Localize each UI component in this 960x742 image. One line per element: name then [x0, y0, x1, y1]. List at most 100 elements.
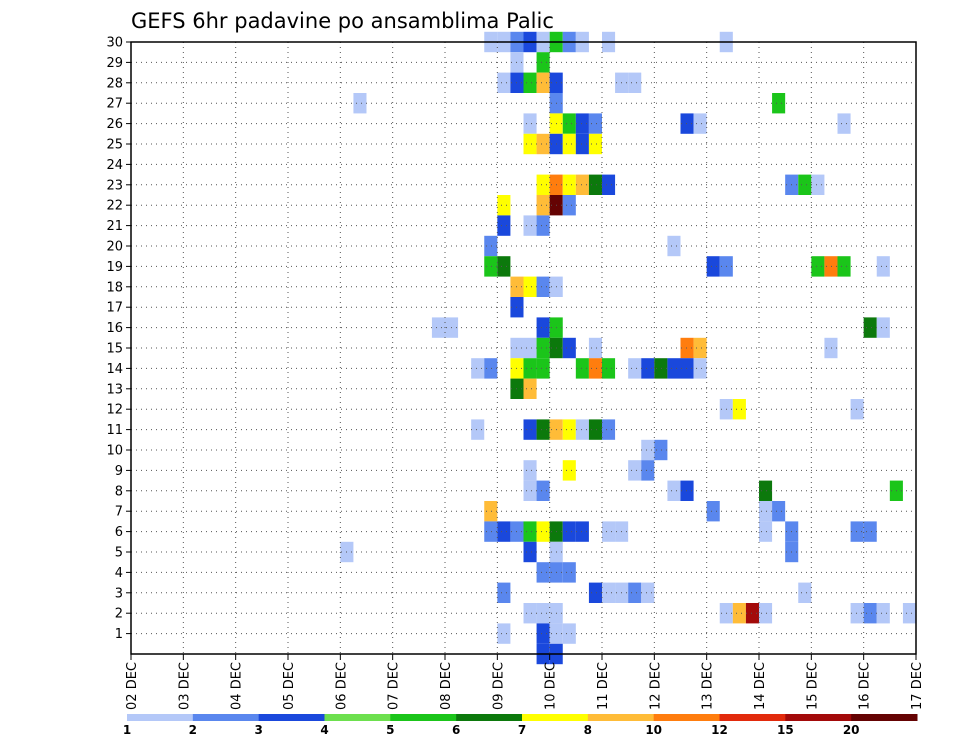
- y-tick-label: 27: [106, 97, 123, 112]
- precip-cell: [798, 582, 812, 603]
- precip-cell: [523, 378, 537, 399]
- precip-cell: [536, 562, 550, 583]
- precip-cell: [876, 603, 890, 624]
- colorbar-label: 7: [518, 723, 526, 737]
- grid-lines: [131, 41, 916, 654]
- precip-cell: [562, 562, 576, 583]
- precip-cell: [536, 623, 550, 644]
- y-tick-label: 18: [106, 280, 123, 295]
- precip-cell: [602, 358, 616, 379]
- precip-cell: [680, 358, 694, 379]
- y-tick-label: 9: [115, 464, 123, 479]
- precip-cell: [353, 93, 367, 114]
- y-tick-label: 3: [115, 586, 123, 601]
- precip-cell: [732, 399, 746, 420]
- precip-cell: [497, 215, 511, 236]
- colorbar-label: 20: [843, 723, 860, 737]
- colorbar-label: 8: [584, 723, 592, 737]
- x-tick-label: 10 DEC: [544, 662, 559, 710]
- precip-cell: [732, 603, 746, 624]
- precip-cell: [575, 133, 589, 155]
- colorbar-label: 15: [777, 723, 794, 737]
- precip-cell: [588, 358, 602, 379]
- x-tick-label: 09 DEC: [491, 662, 506, 710]
- precip-cell: [680, 337, 694, 359]
- precip-cell: [575, 419, 589, 440]
- colorbar-swatch: [653, 714, 720, 721]
- colorbar-swatch: [456, 714, 523, 721]
- precip-cell: [824, 256, 838, 277]
- precip-cell: [863, 521, 877, 542]
- precip-cell: [680, 113, 694, 134]
- precip-cell: [523, 276, 537, 297]
- precip-cell: [654, 439, 668, 461]
- precip-cell: [562, 419, 576, 440]
- precip-cell: [536, 174, 550, 195]
- x-axis: 02 DEC 03 DEC 04 DEC 05 DEC 06 DEC 07 DEC 08 D…: [125, 654, 925, 710]
- precip-cell: [523, 460, 537, 481]
- precip-cell: [471, 358, 485, 379]
- precip-cell: [876, 317, 890, 338]
- precip-cell: [523, 133, 537, 155]
- precip-cell: [484, 358, 498, 379]
- precip-cell: [602, 582, 616, 603]
- colorbar-swatch: [587, 714, 655, 721]
- precip-cell: [562, 623, 576, 644]
- precip-cell: [863, 317, 877, 338]
- colorbar-label: 3: [254, 723, 262, 737]
- colorbar-label: 10: [645, 723, 662, 737]
- precip-cell: [536, 317, 550, 338]
- precip-cell: [628, 358, 642, 379]
- y-tick-label: 15: [106, 342, 123, 357]
- precip-cell: [536, 521, 550, 542]
- precip-cell: [759, 501, 773, 522]
- precip-cell: [759, 603, 773, 624]
- precip-cell: [837, 256, 851, 277]
- precip-cell: [562, 337, 576, 359]
- precip-cell: [484, 521, 498, 542]
- precip-cell: [562, 195, 576, 216]
- y-tick-label: 17: [106, 301, 123, 316]
- precip-cell: [484, 501, 498, 522]
- y-tick-label: 1: [115, 627, 123, 642]
- precip-cell: [824, 337, 838, 359]
- x-tick-label: 11 DEC: [596, 662, 611, 710]
- colorbar-label: 12: [711, 723, 728, 737]
- colorbar-label: 6: [452, 723, 460, 737]
- precip-cell: [484, 235, 498, 257]
- precip-cell: [562, 460, 576, 481]
- precip-cell: [706, 501, 720, 522]
- precip-cell: [536, 480, 550, 501]
- colorbar-swatch: [851, 714, 918, 721]
- precip-cell: [497, 582, 511, 603]
- precip-cell: [562, 133, 576, 155]
- precip-cell: [523, 419, 537, 440]
- y-tick-label: 23: [106, 178, 123, 193]
- precip-cell: [575, 358, 589, 379]
- precip-cell: [641, 582, 655, 603]
- precip-cell: [431, 317, 445, 338]
- colorbar-swatch: [522, 714, 589, 721]
- y-tick-label: 8: [115, 484, 123, 499]
- precip-cell: [523, 337, 537, 359]
- y-tick-label: 13: [106, 382, 123, 397]
- precip-cell: [759, 480, 773, 501]
- y-tick-label: 19: [106, 260, 123, 275]
- precip-cell: [850, 603, 864, 624]
- precip-cell: [523, 480, 537, 501]
- precip-cell: [588, 337, 602, 359]
- precip-cell: [641, 358, 655, 379]
- precip-cell: [588, 174, 602, 195]
- x-tick-label: 03 DEC: [177, 662, 192, 710]
- y-tick-label: 16: [106, 321, 123, 336]
- precip-cell: [772, 501, 786, 522]
- y-tick-label: 11: [106, 423, 123, 438]
- colorbar-label: 4: [320, 723, 328, 737]
- precip-cell: [745, 603, 759, 624]
- precip-cell: [536, 215, 550, 236]
- x-tick-label: 07 DEC: [387, 662, 402, 710]
- colorbar-label: 5: [386, 723, 394, 737]
- colorbar-swatch: [192, 714, 260, 721]
- x-tick-label: 16 DEC: [858, 662, 873, 710]
